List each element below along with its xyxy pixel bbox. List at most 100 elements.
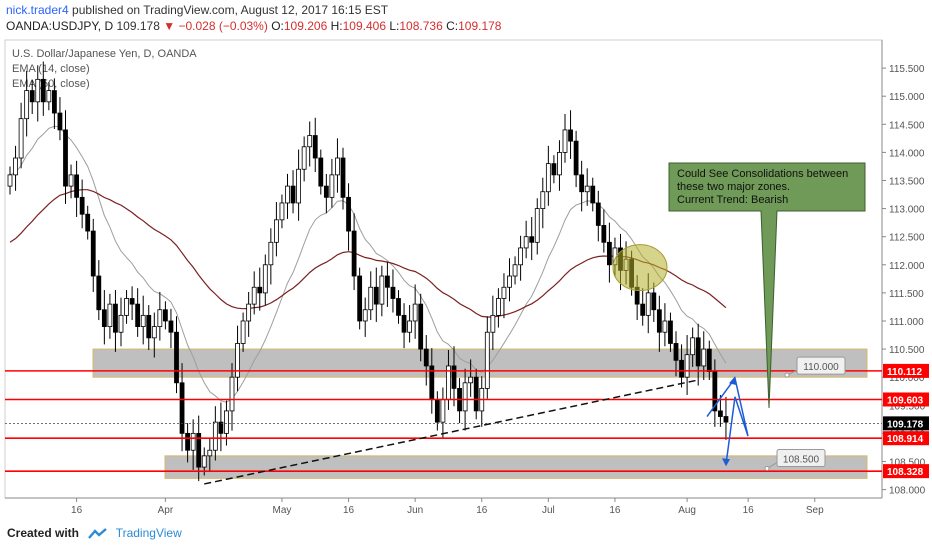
bull-candle <box>490 314 496 333</box>
bull-candle <box>124 298 129 316</box>
bear-candle <box>257 286 263 294</box>
bear-candle <box>451 365 457 389</box>
bear-candle <box>74 174 79 198</box>
bull-candle <box>240 320 246 344</box>
bull-candle <box>507 275 512 288</box>
bull-candle <box>279 202 285 221</box>
bear-candle <box>290 185 296 204</box>
bear-candle <box>40 78 46 103</box>
arrow-head-icon <box>722 458 730 467</box>
created-with-label: Created with <box>7 526 80 540</box>
indicator-label: EMA (14, close) <box>12 63 90 75</box>
bull-candle <box>468 376 474 384</box>
bear-candle <box>418 303 424 350</box>
bear-candle <box>423 348 429 367</box>
down-arrow-icon: ▼ <box>163 19 176 33</box>
price-chart[interactable]: U.S. Dollar/Japanese Yen, D, OANDA EMA (1… <box>0 38 932 520</box>
target-box <box>776 448 826 467</box>
bull-candle <box>545 163 551 193</box>
annotation-text: Could See Consolidations between <box>677 168 848 180</box>
bull-candle <box>118 314 124 333</box>
ema-50-line <box>9 189 727 318</box>
bear-candle <box>196 432 202 468</box>
x-tick-label: Jun <box>407 505 423 516</box>
bull-candle <box>7 174 13 187</box>
bull-candle <box>684 354 690 378</box>
bull-candle <box>440 399 446 423</box>
last-price-tag <box>883 416 929 431</box>
bull-candle <box>407 320 413 333</box>
bull-candle <box>534 208 540 243</box>
x-tick-label: 16 <box>609 505 621 516</box>
bear-candle <box>595 202 601 226</box>
bear-candle <box>579 174 585 193</box>
level-label: 108.328 <box>887 467 924 478</box>
bull-candle <box>379 275 385 305</box>
x-tick-label: Aug <box>678 505 696 516</box>
bull-candle <box>235 343 240 378</box>
bear-candle <box>135 303 141 328</box>
x-tick-label: 16 <box>343 505 355 516</box>
bear-candle <box>718 410 723 417</box>
bull-candle <box>251 286 257 305</box>
bear-candle <box>568 129 573 142</box>
highlight-ellipse <box>612 244 668 292</box>
x-tick-label: 16 <box>743 505 755 516</box>
bear-candle <box>601 225 607 243</box>
y-tick-label: 109.500 <box>889 401 926 412</box>
author-link[interactable]: nick.trader4 <box>6 3 69 17</box>
bull-candle <box>462 382 468 412</box>
y-tick-label: 115.000 <box>889 92 925 103</box>
bull-candle <box>512 264 518 277</box>
bear-candle <box>651 292 657 311</box>
bear-candle <box>96 275 102 311</box>
last-price: 109.178 <box>116 19 160 33</box>
ema-14-line <box>9 125 727 403</box>
ohlc-bar: OANDA:USDJPY, D 109.178 ▼ −0.028 (−0.03%… <box>6 19 501 33</box>
bull-candle <box>412 303 418 322</box>
level-label: 109.603 <box>887 395 924 406</box>
bear-candle <box>174 331 179 384</box>
bear-candle <box>473 376 479 412</box>
bull-candle <box>107 303 113 328</box>
bull-candle <box>68 174 74 187</box>
bear-candle <box>607 241 612 266</box>
bear-candle <box>57 112 63 131</box>
bear-candle <box>396 298 401 316</box>
y-tick-label: 112.000 <box>889 261 925 272</box>
y-tick-label: 110.000 <box>889 373 925 384</box>
bear-candle <box>185 432 191 451</box>
bull-candle <box>484 331 490 389</box>
annotation-text: Current Trend: Bearish <box>677 194 788 206</box>
last-price-label: 109.178 <box>887 419 924 430</box>
bear-candle <box>179 382 185 434</box>
bull-candle <box>523 236 529 249</box>
bull-candle <box>157 309 163 328</box>
projection-path <box>706 376 749 465</box>
publish-info: nick.trader4 published on TradingView.co… <box>6 3 388 17</box>
bear-candle <box>529 236 535 243</box>
level-tag <box>883 363 929 378</box>
bear-candle <box>85 213 91 232</box>
bear-candle <box>52 90 57 114</box>
bear-candle <box>29 90 35 103</box>
bear-candle <box>318 157 324 187</box>
annotation-callout <box>668 162 866 409</box>
bull-candle <box>690 337 696 356</box>
bear-candle <box>390 286 396 299</box>
bull-candle <box>273 219 279 243</box>
annotation-text: these two major zones. <box>677 181 790 193</box>
bull-candle <box>24 90 30 120</box>
y-tick-label: 111.000 <box>889 317 924 328</box>
footer: Created with TradingView <box>7 526 182 540</box>
bull-candle <box>495 298 501 316</box>
y-tick-label: 108.000 <box>889 486 926 497</box>
bear-candle <box>640 303 646 316</box>
tradingview-brand[interactable]: TradingView <box>115 526 182 540</box>
bull-candle <box>262 264 268 294</box>
bull-candle <box>301 146 307 170</box>
bear-candle <box>434 399 440 423</box>
x-tick-label: 16 <box>476 505 488 516</box>
bull-candle <box>229 376 235 412</box>
bear-candle <box>323 185 329 198</box>
